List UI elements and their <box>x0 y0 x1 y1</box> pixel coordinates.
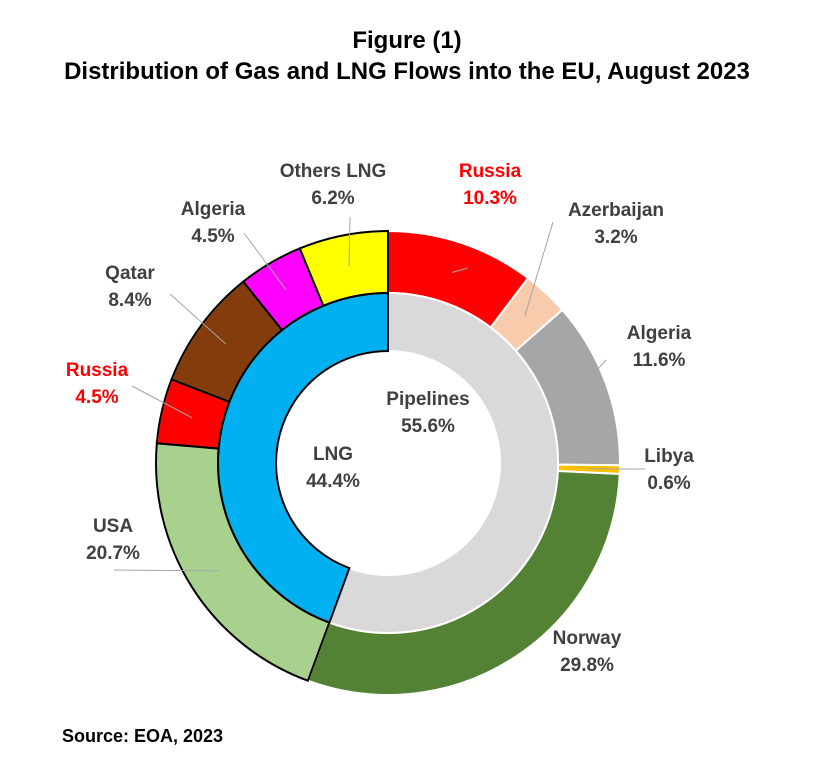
label-pipelines-algeria: Algeria 11.6% <box>627 323 692 371</box>
label-value-lng-usa: 20.7% <box>86 543 140 564</box>
label-name-group-lng: LNG <box>313 444 353 465</box>
label-value-pipelines-algeria: 11.6% <box>633 350 686 371</box>
source-note: Source: EOA, 2023 <box>62 726 224 746</box>
leader-lines <box>113 216 646 572</box>
leader-lng-qatar <box>169 293 227 345</box>
label-value-pipelines-norway: 29.8% <box>560 655 614 676</box>
label-name-pipelines-algeria: Algeria <box>627 323 692 344</box>
data-labels: Russia 10.3% Azerbaijan 3.2% Algeria 11.6% Lib… <box>66 161 694 676</box>
label-value-group-lng: 44.4% <box>306 471 360 492</box>
outline-lng-others-lng <box>298 229 389 308</box>
label-name-pipelines-azerbaijan: Azerbaijan <box>568 200 664 221</box>
chart-title: Figure (1) Distribution of Gas and LNG F… <box>0 26 814 88</box>
leader-lng-others-lng <box>348 216 351 266</box>
label-value-lng-algeria: 4.5% <box>191 226 234 247</box>
lng-group-borders <box>155 229 389 683</box>
label-name-pipelines-russia: Russia <box>459 161 522 182</box>
label-name-group-pipelines: Pipelines <box>386 389 469 410</box>
figure-number: Figure (1) <box>352 27 462 54</box>
label-value-lng-others-lng: 6.2% <box>311 188 354 209</box>
label-name-lng-usa: USA <box>93 516 133 537</box>
label-value-lng-russia: 4.5% <box>75 387 118 408</box>
label-value-group-pipelines: 55.6% <box>401 416 455 437</box>
label-group-pipelines: Pipelines 55.6% <box>386 389 469 437</box>
label-pipelines-norway: Norway 29.8% <box>553 628 622 676</box>
leader-pipelines-azerbaijan <box>524 221 554 316</box>
label-group-lng: LNG 44.4% <box>306 444 360 492</box>
label-name-lng-others-lng: Others LNG <box>280 161 387 182</box>
label-value-lng-qatar: 8.4% <box>108 290 151 311</box>
label-lng-algeria: Algeria 4.5% <box>181 199 246 247</box>
label-name-pipelines-libya: Libya <box>644 446 694 467</box>
label-lng-russia: Russia 4.5% <box>66 360 129 408</box>
leader-lng-algeria <box>243 232 287 291</box>
label-pipelines-libya: Libya 0.6% <box>644 446 694 494</box>
label-name-lng-russia: Russia <box>66 360 129 381</box>
inner-slice-pipelines <box>328 291 559 634</box>
label-name-lng-qatar: Qatar <box>105 263 155 284</box>
outer-ring <box>155 229 621 696</box>
leader-pipelines-algeria <box>576 359 607 394</box>
leader-lng-usa <box>113 569 219 572</box>
label-pipelines-russia: Russia 10.3% <box>459 161 522 209</box>
label-lng-others-lng: Others LNG 6.2% <box>280 161 387 209</box>
label-value-pipelines-russia: 10.3% <box>463 188 517 209</box>
label-pipelines-azerbaijan: Azerbaijan 3.2% <box>568 200 664 248</box>
label-lng-usa: USA 20.7% <box>86 516 140 564</box>
label-lng-qatar: Qatar 8.4% <box>105 263 155 311</box>
figure-title: Distribution of Gas and LNG Flows into t… <box>64 58 750 85</box>
label-name-lng-algeria: Algeria <box>181 199 246 220</box>
label-value-pipelines-libya: 0.6% <box>647 473 690 494</box>
leader-lng-russia <box>131 385 193 419</box>
label-value-pipelines-azerbaijan: 3.2% <box>594 227 637 248</box>
label-name-pipelines-norway: Norway <box>553 628 622 649</box>
leader-pipelines-russia <box>451 267 469 273</box>
